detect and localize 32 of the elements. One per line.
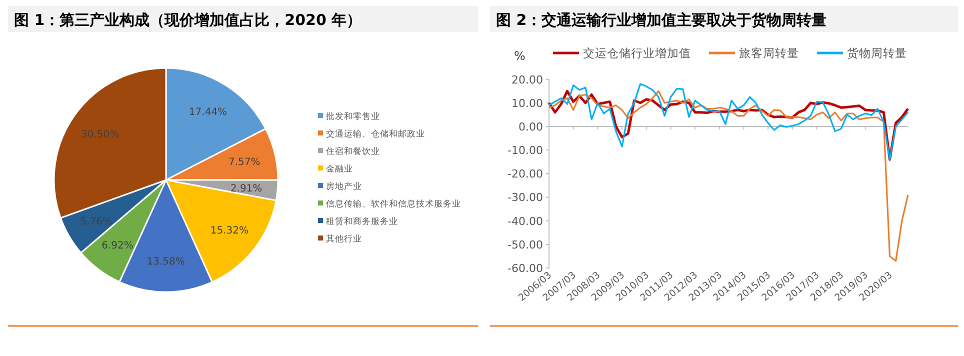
y-tick-label: -40.00 bbox=[508, 214, 543, 228]
legend-label: 其他行业 bbox=[326, 234, 362, 244]
legend-label: 房地产业 bbox=[326, 181, 362, 192]
legend-label: 批发和零售业 bbox=[326, 111, 380, 122]
legend-label: 交运仓储行业增加值 bbox=[583, 46, 691, 60]
legend-label: 信息传输、软件和信息技术服务业 bbox=[326, 198, 461, 210]
data-label: 6.92% bbox=[102, 240, 134, 252]
y-axis-title: % bbox=[514, 49, 526, 63]
y-tick-label: 20.00 bbox=[512, 73, 543, 86]
data-label: 30.50% bbox=[80, 130, 120, 141]
y-tick-label: 10.00 bbox=[512, 96, 543, 110]
chart-title: 图 1：第三产业构成（现价增加值占比，2020 年） bbox=[14, 11, 362, 29]
line-series bbox=[548, 90, 909, 262]
data-label: 7.57% bbox=[228, 157, 260, 168]
legend-label: 租赁和商务服务业 bbox=[326, 216, 398, 227]
legend-label: 住宿和餐饮业 bbox=[326, 146, 380, 157]
y-tick-label: -60.00 bbox=[508, 262, 543, 275]
data-label: 13.58% bbox=[146, 256, 185, 268]
data-label: 17.44% bbox=[188, 107, 228, 118]
legend-label: 金融业 bbox=[326, 164, 353, 174]
y-tick-label: -50.00 bbox=[508, 238, 543, 252]
data-label: 2.91% bbox=[230, 183, 262, 194]
y-tick-label: 0.00 bbox=[518, 120, 543, 134]
y-tick-label: -10.00 bbox=[508, 144, 543, 158]
legend-label: 旅客周转量 bbox=[739, 46, 799, 60]
legend-label: 货物周转量 bbox=[847, 46, 907, 60]
chart-title: 图 2：交通运输行业增加值主要取决于货物周转量 bbox=[496, 11, 827, 29]
data-label: 5.76% bbox=[80, 216, 112, 228]
y-tick-label: -30.00 bbox=[508, 191, 543, 204]
y-tick-label: -20.00 bbox=[508, 168, 543, 181]
legend-label: 交通运输、仓储和邮政业 bbox=[326, 128, 425, 140]
data-label: 15.32% bbox=[210, 226, 249, 237]
